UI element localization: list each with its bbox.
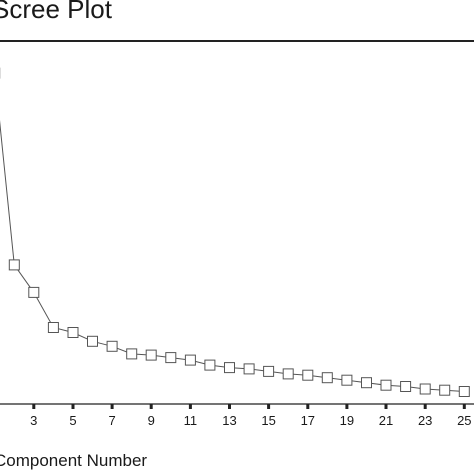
data-point xyxy=(361,377,372,389)
x-tick-label: 21 xyxy=(379,413,393,428)
data-point xyxy=(184,354,196,366)
x-tick-label: 25 xyxy=(457,413,471,428)
data-point xyxy=(145,349,157,361)
data-point xyxy=(224,362,235,374)
chart-title: Scree Plot xyxy=(0,0,112,24)
data-point xyxy=(126,348,138,360)
data-point xyxy=(439,384,451,396)
x-tick-label: 17 xyxy=(301,413,315,428)
x-tick-label: 19 xyxy=(340,413,354,428)
x-axis-label: Component Number xyxy=(0,451,148,470)
x-tick-label: 13 xyxy=(222,413,236,428)
data-point xyxy=(302,369,314,381)
x-tick-mark xyxy=(345,404,349,409)
x-axis-ticks: 3 5 7 9 11 13 15 17 19 21 23 25 xyxy=(30,404,472,428)
data-point xyxy=(458,386,470,397)
x-tick-mark xyxy=(149,404,153,409)
data-point xyxy=(8,259,20,271)
data-point xyxy=(67,327,79,338)
x-tick-label: 5 xyxy=(69,413,76,428)
x-tick-label: 23 xyxy=(418,413,432,428)
x-tick-label: 11 xyxy=(184,413,198,428)
data-point xyxy=(400,381,412,392)
data-point xyxy=(204,359,216,371)
x-tick-label: 7 xyxy=(108,413,115,428)
x-tick-mark xyxy=(110,404,114,409)
data-point xyxy=(263,365,275,377)
x-tick-mark xyxy=(384,404,388,409)
x-tick-label: 15 xyxy=(261,413,275,428)
x-tick-mark xyxy=(32,404,36,409)
x-tick-mark xyxy=(306,404,310,409)
data-point xyxy=(106,340,118,352)
data-point xyxy=(419,383,431,395)
x-tick-mark xyxy=(423,404,427,409)
data-point xyxy=(165,352,177,364)
x-tick-label: 3 xyxy=(30,413,37,428)
x-tick-mark xyxy=(228,404,231,409)
data-point xyxy=(321,372,333,384)
data-point xyxy=(380,379,392,391)
title-divider xyxy=(0,40,474,42)
scree-series xyxy=(0,67,470,397)
data-point xyxy=(282,368,294,380)
data-point xyxy=(87,335,98,347)
data-point xyxy=(243,363,255,375)
data-point xyxy=(47,322,59,333)
data-point xyxy=(28,286,40,298)
x-tick-mark xyxy=(188,404,192,409)
x-tick-mark xyxy=(267,404,271,409)
data-point xyxy=(341,374,353,386)
series-line xyxy=(0,120,465,392)
x-tick-mark xyxy=(71,404,75,409)
x-tick-label: 9 xyxy=(148,413,155,428)
x-tick-mark xyxy=(462,404,466,409)
